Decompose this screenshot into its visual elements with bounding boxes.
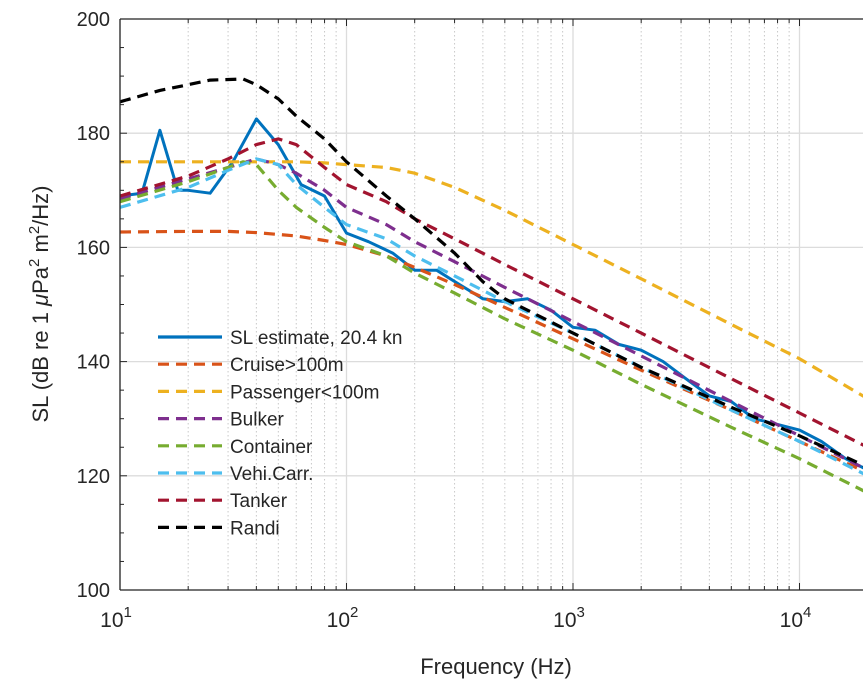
legend-label-4: Bulker <box>230 410 285 431</box>
legend-label-7: Tanker <box>230 491 288 512</box>
x-tick-label: 102 <box>327 604 359 632</box>
y-tick-label: 160 <box>77 237 110 259</box>
series-line-8 <box>120 77 863 467</box>
axes <box>119 18 863 591</box>
y-tick-label: 200 <box>77 9 110 31</box>
series-line-7 <box>120 137 863 447</box>
x-tick-label: 101 <box>100 604 132 632</box>
legend-label-5: Container <box>230 437 313 458</box>
legend-label-1: SL estimate, 20.4 kn <box>230 328 403 349</box>
x-tick-label: 104 <box>780 604 812 632</box>
series-line-3 <box>120 160 863 398</box>
tick-labels: 100 120 140 160 180 200 101 102 103 104 <box>77 9 812 632</box>
y-tick-label: 100 <box>77 580 110 602</box>
series-layer <box>120 77 863 493</box>
legend-label-3: Passenger<100m <box>230 382 379 403</box>
y-tick-label: 120 <box>77 466 110 488</box>
x-axis-label: Frequency (Hz) <box>420 654 572 679</box>
legend-label-6: Vehi.Carr. <box>230 464 313 485</box>
legend-label-2: Cruise>100m <box>230 355 344 376</box>
legend-label-8: Randi <box>230 518 280 539</box>
x-tick-label: 103 <box>553 604 585 632</box>
y-axis-label: SL (dB re 1 μPa2 m2/Hz) <box>26 185 53 422</box>
plot-background <box>120 19 863 590</box>
y-tick-label: 180 <box>77 123 110 145</box>
series-line-5 <box>120 160 863 493</box>
legend: SL estimate, 20.4 kn Cruise>100m Passenger… <box>158 328 403 539</box>
y-tick-label: 140 <box>77 352 110 374</box>
